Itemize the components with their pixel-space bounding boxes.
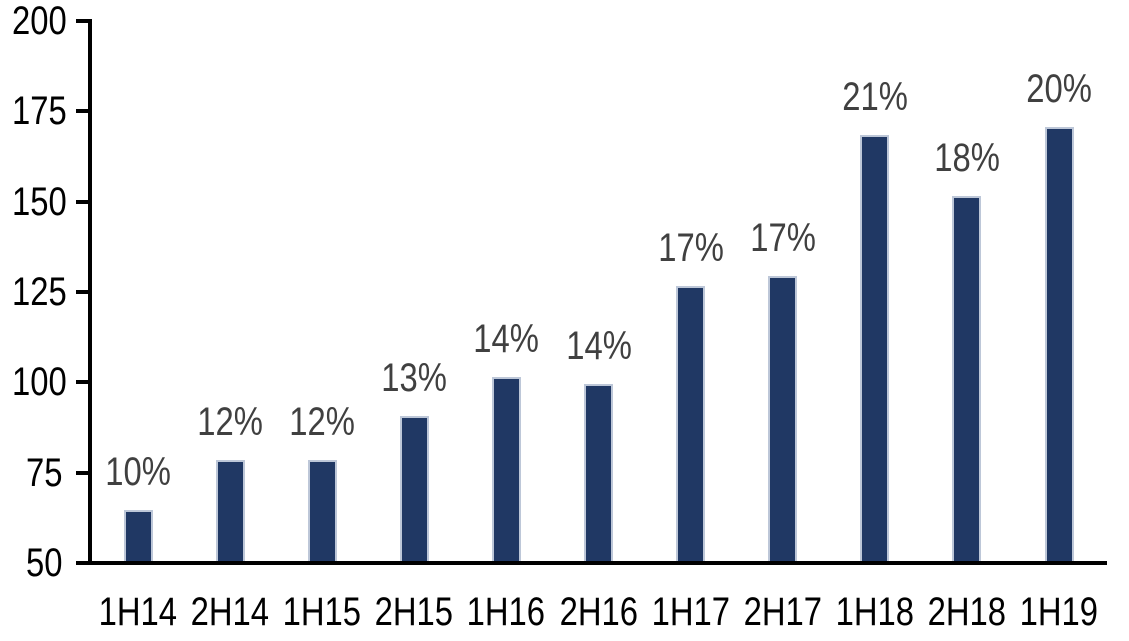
x-tick-label-text: 1H18 bbox=[835, 590, 915, 634]
bar-data-label-text: 14% bbox=[566, 324, 632, 368]
bar bbox=[308, 460, 337, 561]
y-tick-label-text: 100 bbox=[12, 360, 67, 404]
x-tick-label: 1H17 bbox=[621, 592, 761, 632]
bar-data-label: 17% bbox=[621, 228, 761, 268]
bar-data-label: 14% bbox=[436, 319, 576, 359]
x-tick-label-text: 1H14 bbox=[98, 590, 178, 634]
x-tick-label: 2H16 bbox=[529, 592, 669, 632]
y-axis-tick bbox=[76, 380, 88, 384]
bar-data-label: 10% bbox=[68, 452, 208, 492]
x-tick-label-text: 1H16 bbox=[466, 590, 546, 634]
bar bbox=[860, 135, 889, 561]
x-tick-label-text: 2H15 bbox=[374, 590, 454, 634]
y-tick-label: 125 bbox=[0, 272, 67, 312]
x-tick-label: 2H17 bbox=[713, 592, 853, 632]
y-axis-tick bbox=[76, 471, 88, 475]
x-axis-line bbox=[88, 561, 1107, 565]
bar-data-label-text: 12% bbox=[197, 400, 263, 444]
y-tick-label: 150 bbox=[0, 182, 67, 222]
y-tick-label: 50 bbox=[0, 543, 62, 583]
x-tick-label-text: 1H19 bbox=[1019, 590, 1099, 634]
y-axis-line bbox=[88, 19, 92, 565]
bar-data-label: 21% bbox=[805, 77, 945, 117]
y-tick-label: 100 bbox=[0, 362, 67, 402]
x-tick-label-text: 2H18 bbox=[927, 590, 1007, 634]
bar bbox=[124, 510, 153, 561]
bar bbox=[584, 384, 613, 561]
bar-data-label-text: 18% bbox=[934, 136, 1000, 180]
x-tick-label: 1H16 bbox=[436, 592, 576, 632]
x-tick-label: 1H15 bbox=[252, 592, 392, 632]
bar-data-label-text: 14% bbox=[473, 317, 539, 361]
bar-data-label: 17% bbox=[713, 218, 853, 258]
bar-data-label: 18% bbox=[897, 138, 1037, 178]
x-tick-label-text: 2H17 bbox=[743, 590, 823, 634]
bar-data-label: 20% bbox=[989, 69, 1129, 109]
bar-data-label-text: 10% bbox=[105, 450, 171, 494]
bar-data-label-text: 21% bbox=[842, 75, 908, 119]
y-tick-label-text: 50 bbox=[25, 541, 62, 585]
x-tick-label: 2H15 bbox=[344, 592, 484, 632]
bar bbox=[952, 196, 981, 561]
y-axis-tick bbox=[76, 290, 88, 294]
bar bbox=[676, 286, 705, 561]
y-tick-label-text: 150 bbox=[12, 180, 67, 224]
bar-data-label: 12% bbox=[160, 402, 300, 442]
bar-data-label-text: 17% bbox=[658, 226, 724, 270]
bar-data-label-text: 13% bbox=[381, 356, 447, 400]
x-tick-label-text: 2H14 bbox=[190, 590, 270, 634]
x-tick-label-text: 2H16 bbox=[559, 590, 639, 634]
y-tick-label-text: 200 bbox=[12, 0, 67, 43]
bar-data-label-text: 20% bbox=[1026, 67, 1092, 111]
x-tick-label: 1H19 bbox=[989, 592, 1129, 632]
y-axis-tick bbox=[76, 109, 88, 113]
bar bbox=[1045, 127, 1074, 561]
bar-data-label: 14% bbox=[529, 326, 669, 366]
x-tick-label: 2H18 bbox=[897, 592, 1037, 632]
x-tick-label-text: 1H17 bbox=[651, 590, 731, 634]
y-tick-label-text: 125 bbox=[12, 270, 67, 314]
bar-data-label-text: 12% bbox=[289, 400, 355, 444]
bar-data-label-text: 17% bbox=[750, 216, 816, 260]
y-tick-label: 75 bbox=[0, 453, 62, 493]
x-tick-label-text: 1H15 bbox=[282, 590, 362, 634]
y-tick-label: 200 bbox=[0, 1, 67, 41]
bar-data-label: 12% bbox=[252, 402, 392, 442]
y-axis-tick bbox=[76, 19, 88, 23]
y-tick-label: 175 bbox=[0, 91, 67, 131]
y-axis-tick bbox=[76, 200, 88, 204]
bar bbox=[216, 460, 245, 561]
bar bbox=[768, 276, 797, 561]
x-tick-label: 2H14 bbox=[160, 592, 300, 632]
bar-data-label: 13% bbox=[344, 358, 484, 398]
bar bbox=[400, 416, 429, 561]
y-axis-tick bbox=[76, 561, 88, 565]
bar bbox=[492, 377, 521, 561]
x-tick-label: 1H18 bbox=[805, 592, 945, 632]
y-tick-label-text: 75 bbox=[25, 451, 62, 495]
y-tick-label-text: 175 bbox=[12, 89, 67, 133]
x-tick-label: 1H14 bbox=[68, 592, 208, 632]
